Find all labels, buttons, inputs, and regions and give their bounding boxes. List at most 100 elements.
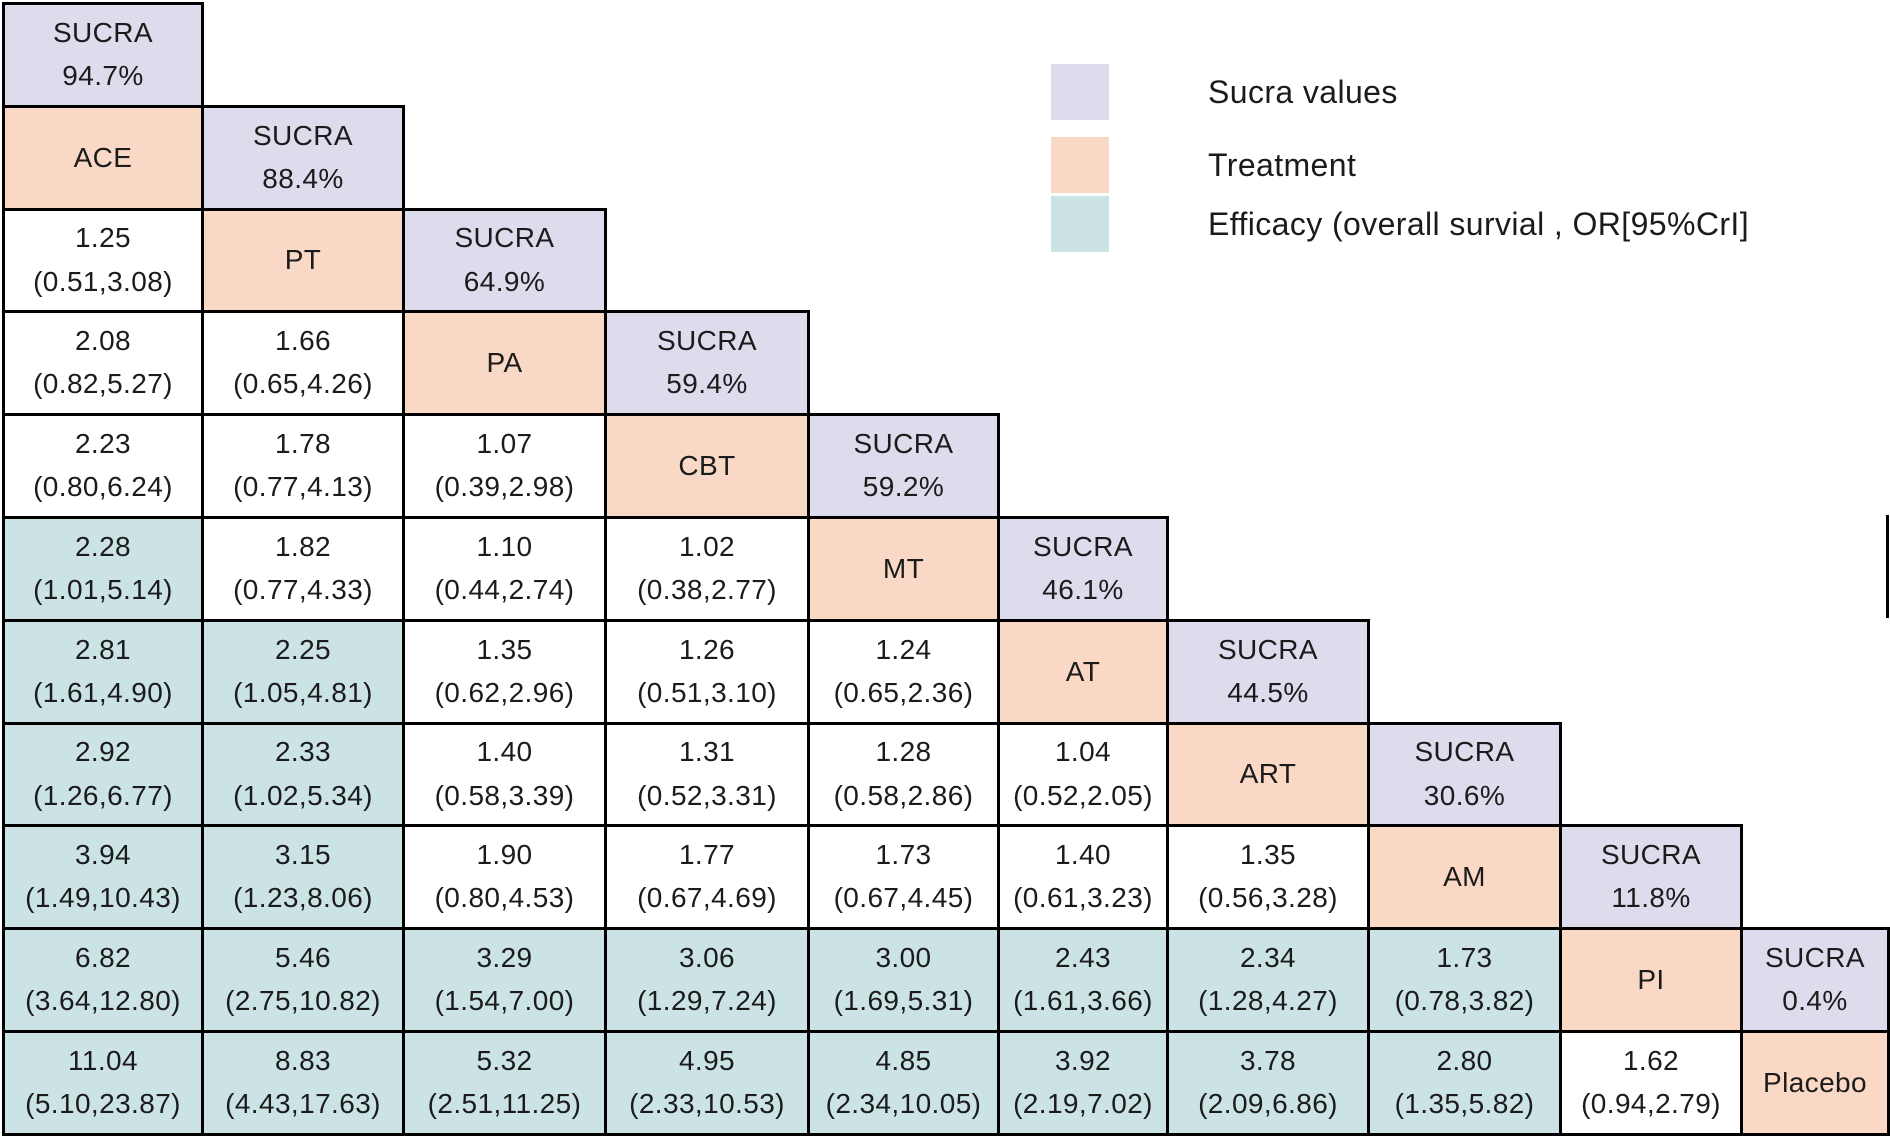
or-cell: 4.95 (2.33,10.53) [604, 1030, 810, 1136]
cell-text: 2.08 [74, 324, 132, 356]
or-cell: 4.85 (2.34,10.05) [807, 1030, 1000, 1136]
sucra-cell: SUCRA 11.8% [1559, 824, 1743, 930]
or-cell: 1.25 (0.51,3.08) [2, 208, 204, 313]
cell-text: 94.7% [62, 60, 144, 92]
sucra-cell: SUCRA 94.7% [2, 2, 204, 108]
cell-text: (0.65,2.36) [833, 677, 974, 709]
cell-text: (2.75,10.82) [225, 985, 381, 1017]
cell-text: (1.02,5.34) [233, 779, 373, 811]
cell-text: 2.33 [274, 736, 332, 768]
or-cell: 3.92 (2.19,7.02) [997, 1030, 1169, 1136]
cell-text: 1.26 [678, 633, 736, 665]
cell-text: 3.06 [678, 941, 736, 973]
or-cell: 1.78 (0.77,4.13) [201, 413, 405, 519]
cell-text: 88.4% [262, 163, 344, 195]
cell-text: SUCRA [1414, 736, 1515, 768]
cell-text: CBT [678, 449, 736, 481]
cell-text: (0.56,3.28) [1198, 882, 1338, 914]
treatment-cell: AT [997, 619, 1169, 725]
cell-text: 2.80 [1436, 1044, 1493, 1076]
cell-text: (1.61,4.90) [33, 677, 173, 709]
sucra-cell: SUCRA 64.9% [402, 208, 607, 313]
cell-text: 1.04 [1054, 736, 1112, 768]
cell-text: ACE [73, 141, 133, 173]
cell-text: (1.61,3.66) [1013, 985, 1153, 1017]
or-cell: 1.26 (0.51,3.10) [604, 619, 810, 725]
cell-text: AM [1443, 860, 1486, 892]
or-cell: 5.46 (2.75,10.82) [201, 927, 405, 1033]
or-cell: 1.90 (0.80,4.53) [402, 824, 607, 930]
cell-text: 3.00 [875, 941, 932, 973]
or-cell: 3.29 (1.54,7.00) [402, 927, 607, 1033]
cell-text: (0.77,4.33) [233, 574, 373, 606]
legend-item-treatment: Treatment [1051, 137, 1356, 193]
cell-text: (0.61,3.23) [1013, 882, 1153, 914]
cell-text: 3.78 [1239, 1044, 1297, 1076]
cell-text: (4.43,17.63) [225, 1088, 381, 1120]
sucra-swatch-icon [1051, 64, 1109, 120]
legend-label-efficacy: Efficacy (overall survial , OR[95%CrI] [1208, 205, 1749, 242]
or-cell: 11.04 (5.10,23.87) [2, 1030, 204, 1136]
cell-text: (0.67,4.69) [637, 882, 777, 914]
cell-text: (0.94,2.79) [1581, 1088, 1721, 1120]
cell-text: (2.09,6.86) [1198, 1088, 1338, 1120]
cell-text: 8.83 [274, 1044, 332, 1076]
cell-text: MT [882, 552, 925, 584]
or-cell: 1.04 (0.52,2.05) [997, 722, 1169, 827]
cell-text: 1.73 [875, 838, 932, 870]
cell-text: 5.32 [476, 1044, 533, 1076]
cell-text: 1.77 [678, 838, 736, 870]
cell-text: 64.9% [463, 265, 546, 297]
cell-text: 11.04 [68, 1044, 138, 1076]
cell-text: (0.58,2.86) [833, 779, 974, 811]
sucra-cell: SUCRA 30.6% [1367, 722, 1562, 827]
cell-text: (2.34,10.05) [825, 1088, 982, 1120]
cell-text: AT [1065, 655, 1101, 687]
cell-text: (0.78,3.82) [1394, 985, 1535, 1017]
cell-text: 0.4% [1782, 985, 1848, 1017]
cell-text: SUCRA [656, 324, 757, 356]
cell-text: 1.73 [1436, 941, 1493, 973]
cell-text: 11.8% [1611, 882, 1691, 914]
or-cell: 2.80 (1.35,5.82) [1367, 1030, 1562, 1136]
or-cell: 1.02 (0.38,2.77) [604, 516, 810, 622]
or-cell: 3.15 (1.23,8.06) [201, 824, 405, 930]
or-cell: 1.07 (0.39,2.98) [402, 413, 607, 519]
treatment-cell: ART [1166, 722, 1370, 827]
cell-text: (0.67,4.45) [833, 882, 974, 914]
or-cell: 1.24 (0.65,2.36) [807, 619, 1000, 725]
cell-text: 3.92 [1054, 1044, 1112, 1076]
cell-text: (3.64,12.80) [25, 985, 181, 1017]
cell-text: 2.81 [74, 633, 132, 665]
cell-text: (1.54,7.00) [434, 985, 575, 1017]
cell-text: 4.95 [678, 1044, 736, 1076]
treatment-cell: PA [402, 310, 607, 416]
or-cell: 3.94 (1.49,10.43) [2, 824, 204, 930]
cell-text: SUCRA [454, 222, 555, 254]
or-cell: 2.23 (0.80,6.24) [2, 413, 204, 519]
or-cell: 2.28 (1.01,5.14) [2, 516, 204, 622]
or-cell: 1.82 (0.77,4.33) [201, 516, 405, 622]
cell-text: (0.82,5.27) [33, 368, 173, 400]
cell-text: 1.24 [875, 633, 932, 665]
cell-text: 1.90 [476, 838, 533, 870]
or-cell: 2.33 (1.02,5.34) [201, 722, 405, 827]
cell-text: (1.69,5.31) [833, 985, 974, 1017]
cell-text: SUCRA [1032, 530, 1133, 562]
cell-text: 3.15 [274, 838, 332, 870]
legend-item-efficacy: Efficacy (overall survial , OR[95%CrI] [1051, 196, 1749, 252]
cell-text: 2.23 [74, 427, 132, 459]
or-cell: 2.43 (1.61,3.66) [997, 927, 1169, 1033]
treatment-cell: PT [201, 208, 405, 313]
or-cell: 1.77 (0.67,4.69) [604, 824, 810, 930]
treatment-swatch-icon [1051, 137, 1109, 193]
cell-text: (5.10,23.87) [25, 1088, 181, 1120]
cell-text: SUCRA [1764, 941, 1865, 973]
cell-text: 1.02 [678, 530, 736, 562]
or-cell: 3.00 (1.69,5.31) [807, 927, 1000, 1033]
sucra-cell: SUCRA 59.2% [807, 413, 1000, 519]
cell-text: (0.52,2.05) [1013, 779, 1153, 811]
cell-text: (0.38,2.77) [637, 574, 777, 606]
cell-text: (2.33,10.53) [629, 1088, 785, 1120]
cell-text: SUCRA [252, 119, 353, 151]
